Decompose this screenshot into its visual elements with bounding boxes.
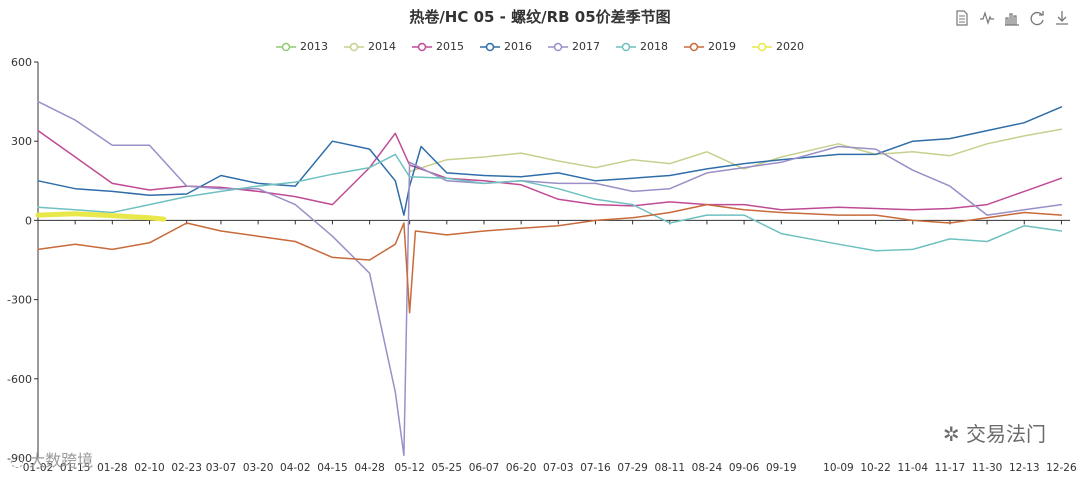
legend-item-2013[interactable]: 2013 (276, 40, 328, 53)
x-tick-label: 10-09 (823, 462, 854, 474)
x-tick-label: 12-13 (1009, 462, 1040, 474)
x-tick-label: 09-06 (729, 462, 760, 474)
legend-label: 2018 (640, 40, 668, 53)
x-tick-label: 11-17 (935, 462, 966, 474)
x-tick-label: 01-28 (97, 462, 128, 474)
legend-swatch-2017 (548, 42, 568, 51)
wechat-icon: ✲ (942, 422, 960, 446)
y-tick-label: -600 (7, 373, 32, 386)
legend-label: 2020 (776, 40, 804, 53)
x-tick-label: 04-02 (280, 462, 311, 474)
x-tick-label: 07-03 (543, 462, 574, 474)
legend-swatch-2019 (684, 42, 704, 51)
x-tick-label: 12-26 (1046, 462, 1077, 474)
legend-label: 2017 (572, 40, 600, 53)
chart-legend: 2013 2014 2015 2016 2017 2018 2019 2020 (0, 40, 1080, 53)
x-tick-label: 05-12 (394, 462, 425, 474)
x-tick-label: 06-20 (506, 462, 537, 474)
legend-swatch-2015 (412, 42, 432, 51)
x-tick-label: 03-20 (243, 462, 274, 474)
x-tick-label: 09-19 (766, 462, 797, 474)
legend-label: 2016 (504, 40, 532, 53)
x-tick-label: 03-07 (206, 462, 237, 474)
data-view-icon[interactable] (954, 10, 970, 26)
x-tick-label: 07-29 (617, 462, 648, 474)
watermark-logo: ✲ 交易法门 (942, 422, 1046, 446)
x-tick-label: 05-25 (432, 462, 463, 474)
x-tick-label: 07-16 (580, 462, 611, 474)
x-tick-label: 04-15 (317, 462, 348, 474)
series-line-2015 (37, 129, 1063, 211)
x-tick-label: 11-30 (972, 462, 1003, 474)
legend-item-2019[interactable]: 2019 (684, 40, 736, 53)
x-tick-label: 08-11 (655, 462, 686, 474)
series-line-2014 (408, 128, 1063, 173)
legend-label: 2013 (300, 40, 328, 53)
y-tick-label: -300 (7, 294, 32, 307)
legend-label: 2015 (436, 40, 464, 53)
x-tick-label: 01-15 (60, 462, 91, 474)
y-tick-label: 600 (11, 56, 32, 69)
x-tick-label: 11-04 (898, 462, 929, 474)
y-tick-label: 0 (25, 214, 32, 227)
restore-icon[interactable] (1029, 10, 1045, 26)
legend-label: 2014 (368, 40, 396, 53)
legend-swatch-2018 (616, 42, 636, 51)
series-line-2018 (37, 153, 1063, 252)
x-tick-label: 02-23 (171, 462, 202, 474)
legend-label: 2019 (708, 40, 736, 53)
chart-title: 热卷/HC 05 - 螺纹/RB 05价差季节图 (409, 8, 671, 26)
legend-swatch-2013 (276, 42, 296, 51)
x-tick-label: 10-22 (860, 462, 891, 474)
y-tick-label: -900 (7, 452, 32, 465)
legend-item-2018[interactable]: 2018 (616, 40, 668, 53)
bubble-icon: ◌ (10, 451, 24, 470)
x-tick-label: 02-10 (134, 462, 165, 474)
line-chart-icon[interactable] (979, 10, 995, 26)
legend-swatch-2014 (344, 42, 364, 51)
legend-item-2015[interactable]: 2015 (412, 40, 464, 53)
legend-item-2016[interactable]: 2016 (480, 40, 532, 53)
y-tick-label: 300 (11, 135, 32, 148)
legend-item-2014[interactable]: 2014 (344, 40, 396, 53)
x-tick-label: 06-07 (469, 462, 500, 474)
x-tick-label: 04-28 (354, 462, 385, 474)
bar-chart-icon[interactable] (1004, 10, 1020, 26)
series-line-2019 (37, 203, 1063, 314)
chart-toolbar (954, 10, 1070, 26)
watermark-corner: ◌ 大数跨境 (10, 451, 94, 470)
series-line-2016 (37, 106, 1063, 216)
download-icon[interactable] (1054, 10, 1070, 26)
legend-item-2020[interactable]: 2020 (752, 40, 804, 53)
legend-swatch-2016 (480, 42, 500, 51)
x-tick-label: 01-02 (23, 462, 54, 474)
x-tick-label: 08-24 (692, 462, 723, 474)
series-line-2020 (35, 211, 167, 222)
legend-item-2017[interactable]: 2017 (548, 40, 600, 53)
legend-swatch-2020 (752, 42, 772, 51)
series-line-2017 (37, 100, 1063, 457)
